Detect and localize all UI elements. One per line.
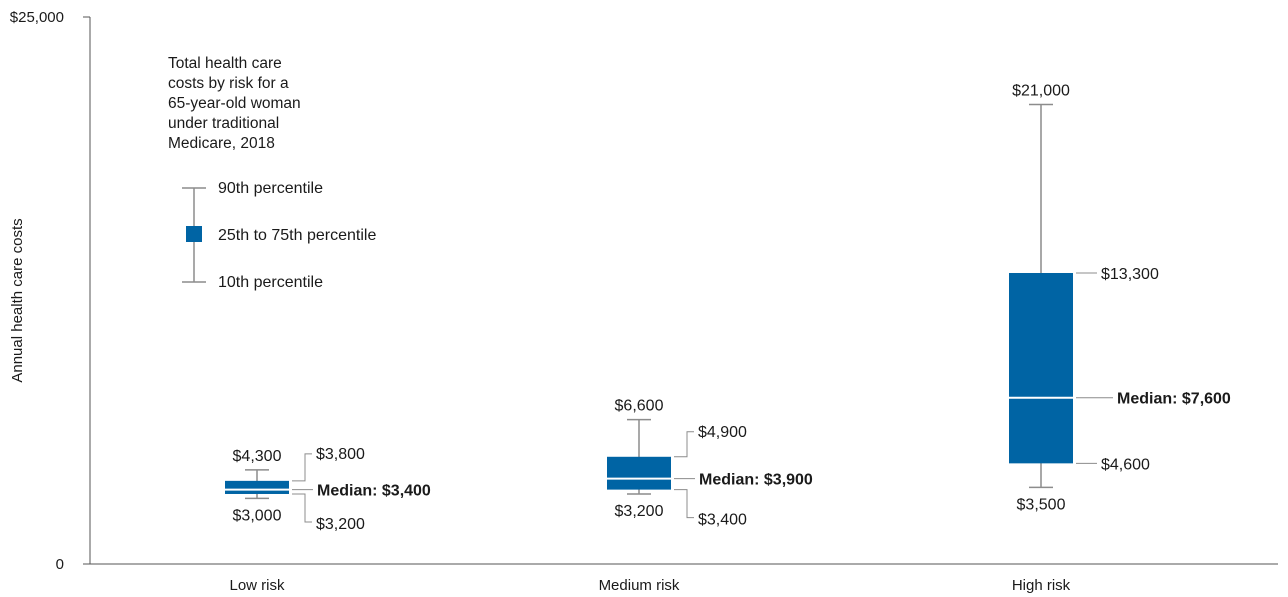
- box-series: $4,300 $3,000 $3,800 $3,200 Median: $3,400 $6…: [225, 83, 1231, 533]
- y-axis-title: Annual health care costs: [9, 218, 26, 382]
- median-label: Median: $7,600: [1117, 391, 1231, 408]
- p25-label: $3,400: [698, 512, 747, 529]
- iqr-box: [225, 480, 289, 494]
- p10-label: $3,500: [1017, 496, 1066, 513]
- median-label: Median: $3,900: [699, 472, 813, 489]
- box-group: $4,300 $3,000 $3,800 $3,200 Median: $3,400: [225, 446, 431, 533]
- p25-label: $4,600: [1101, 456, 1150, 473]
- p90-label: $6,600: [615, 398, 664, 415]
- legend-title: Total health care costs by risk for a 65-y…: [168, 55, 301, 152]
- p25-leader: [674, 489, 694, 519]
- p10-label: $3,000: [233, 507, 282, 524]
- legend-item-label: 90th percentile: [218, 180, 323, 197]
- p75-leader: [674, 431, 694, 458]
- x-category-label: Medium risk: [599, 577, 680, 594]
- median-label: Median: $3,400: [317, 483, 431, 500]
- p25-label: $3,200: [316, 516, 365, 533]
- p10-label: $3,200: [615, 503, 664, 520]
- y-tick-label: $25,000: [10, 9, 64, 26]
- box-group: $21,000 $3,500 $13,300 $4,600 Median: $7,600: [1009, 83, 1231, 513]
- legend-item-label: 25th to 75th percentile: [218, 227, 376, 244]
- x-category-label: High risk: [1012, 577, 1071, 594]
- p75-label: $3,800: [316, 446, 365, 463]
- legend-box-swatch: [186, 226, 202, 242]
- iqr-box: [607, 456, 671, 490]
- legend: Total health care costs by risk for a 65-y…: [168, 55, 376, 291]
- p75-leader: [292, 453, 312, 482]
- p90-label: $4,300: [233, 448, 282, 465]
- p75-label: $13,300: [1101, 266, 1159, 283]
- y-tick-label: 0: [56, 556, 64, 573]
- p25-leader: [292, 493, 312, 523]
- axes: 0 $25,000 Annual health care costs Low risk…: [9, 9, 1278, 594]
- p75-label: $4,900: [698, 424, 747, 441]
- box-group: $6,600 $3,200 $4,900 $3,400 Median: $3,900: [607, 398, 813, 529]
- legend-item-label: 10th percentile: [218, 274, 323, 291]
- p90-label: $21,000: [1012, 83, 1070, 100]
- x-category-label: Low risk: [229, 577, 285, 594]
- iqr-box: [1009, 272, 1073, 464]
